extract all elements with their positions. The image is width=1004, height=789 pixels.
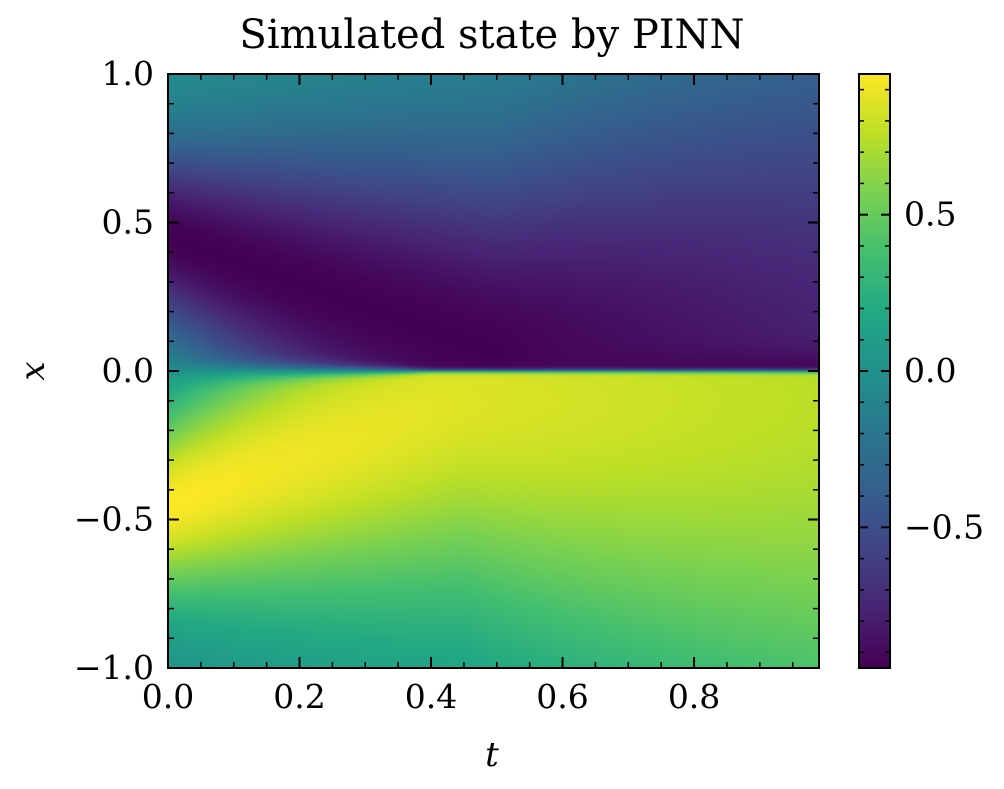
y-tick-label: −0.5 (74, 500, 154, 539)
x-tick-label: 0.2 (273, 677, 325, 716)
colorbar-tick-label: −0.5 (904, 507, 984, 546)
x-axis: 0.0 0.2 0.4 0.6 0.8 (142, 74, 794, 716)
colorbar: −0.5 0.0 0.5 (858, 73, 984, 669)
y-tick-label: −1.0 (74, 648, 154, 687)
plot-area (167, 73, 820, 669)
colorbar-ticks: −0.5 0.0 0.5 (859, 88, 984, 654)
x-tick-label: 0.6 (536, 677, 588, 716)
y-tick-label: 0.0 (102, 351, 154, 390)
y-tick-label: 1.0 (102, 54, 154, 93)
y-axis-label: x (13, 361, 53, 380)
y-tick-label: 0.5 (102, 203, 154, 242)
colorbar-tick-label: 0.5 (904, 195, 956, 234)
chart-title: Simulated state by PINN (239, 12, 744, 58)
x-tick-label: 0.0 (142, 677, 194, 716)
x-tick-label: 0.8 (668, 677, 720, 716)
x-tick-label: 0.4 (405, 677, 457, 716)
heatmap-image (168, 74, 819, 668)
x-axis-label: t (485, 735, 499, 775)
y-axis: −1.0 −0.5 0.0 0.5 1.0 (74, 54, 819, 687)
colorbar-tick-label: 0.0 (904, 351, 956, 390)
